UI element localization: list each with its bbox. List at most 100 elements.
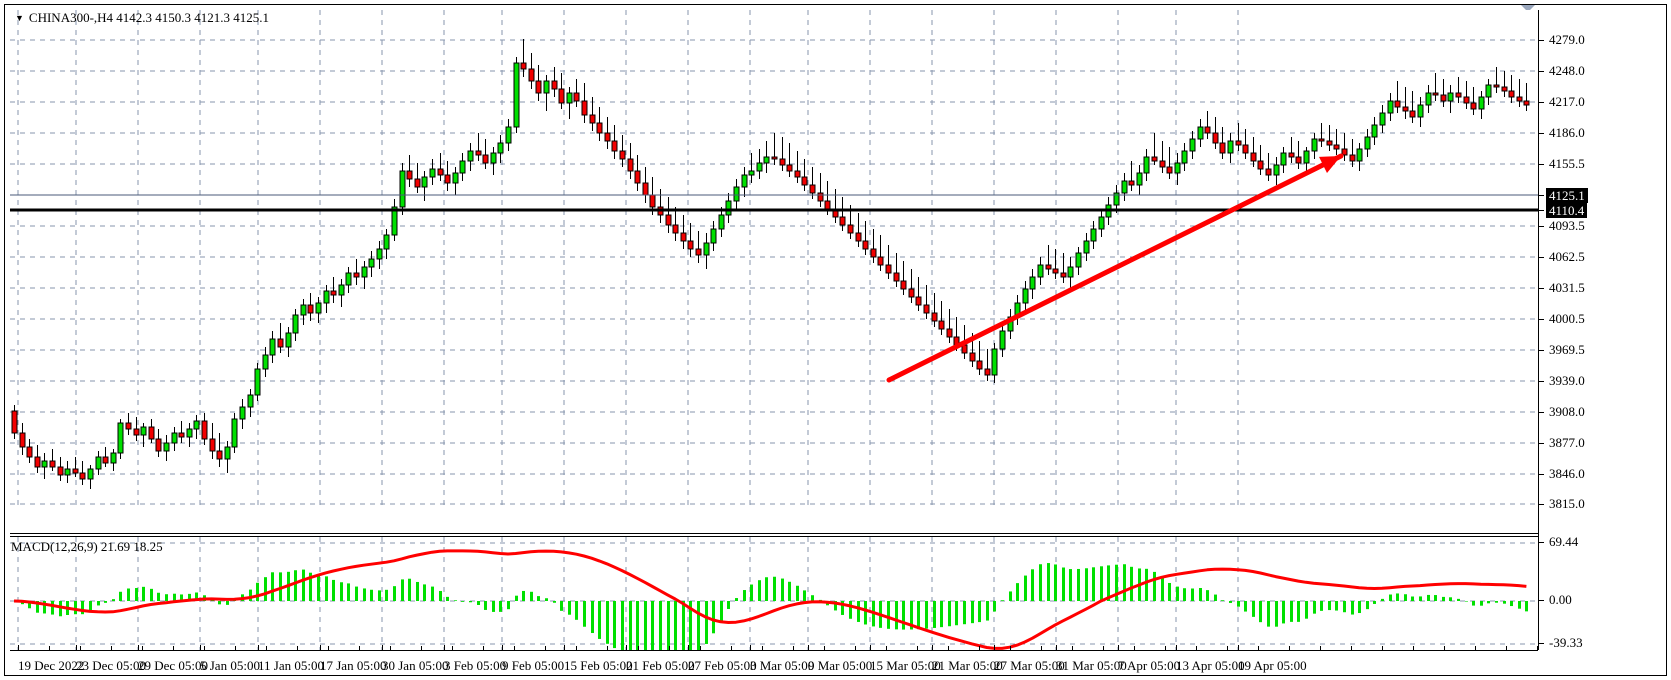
date-axis[interactable]: 19 Dec 2022 23 Dec 05:00 29 Dec 05:00 5 Jan… xyxy=(10,645,1538,679)
date-axis-label: 21 Feb 05:00 xyxy=(626,658,695,673)
date-axis-minor-tick xyxy=(1196,646,1197,651)
price-axis-label: 4217.0 xyxy=(1549,94,1585,109)
date-axis-minor-tick xyxy=(266,646,267,651)
date-axis-label: 9 Feb 05:00 xyxy=(502,658,565,673)
price-axis-tick xyxy=(1539,133,1544,134)
date-axis-minor-tick xyxy=(1041,646,1042,651)
date-axis-tick xyxy=(502,645,503,651)
price-axis-label: 4062.5 xyxy=(1549,249,1585,264)
date-axis-label: 23 Dec 05:00 xyxy=(76,658,147,673)
price-axis-tick xyxy=(1539,381,1544,382)
price-axis-tick xyxy=(1539,474,1544,475)
macd-canvas xyxy=(10,537,1538,651)
date-axis-minor-tick xyxy=(1475,646,1476,651)
date-axis-label: 3 Mar 05:00 xyxy=(750,658,815,673)
macd-axis-label: 0.00 xyxy=(1549,592,1572,607)
date-axis-minor-tick xyxy=(1103,646,1104,651)
date-axis-minor-tick xyxy=(204,646,205,651)
price-axis-label: 4093.5 xyxy=(1549,218,1585,233)
price-axis-label: 4279.0 xyxy=(1549,32,1585,47)
date-axis-label: 31 Mar 05:00 xyxy=(1056,658,1127,673)
date-axis-tick xyxy=(1056,645,1057,651)
chart-frame: ▼ CHINA300-,H4 4142.3 4150.3 4121.3 4125.… xyxy=(4,4,1667,676)
date-axis-tick xyxy=(1176,645,1177,651)
date-axis-tick xyxy=(750,645,751,651)
date-axis-minor-tick xyxy=(142,646,143,651)
date-axis-tick xyxy=(138,645,139,651)
price-axis-label: 4248.0 xyxy=(1549,63,1585,78)
date-axis-tick xyxy=(382,645,383,651)
date-axis-minor-tick xyxy=(731,646,732,651)
date-axis-minor-tick xyxy=(390,646,391,651)
date-axis-tick xyxy=(76,645,77,651)
date-axis-label: 7 Apr 05:00 xyxy=(1118,658,1181,673)
date-axis-minor-tick xyxy=(483,646,484,651)
date-axis-minor-tick xyxy=(979,646,980,651)
price-axis-tick xyxy=(1539,504,1544,505)
date-axis-minor-tick xyxy=(1320,646,1321,651)
date-axis-minor-tick xyxy=(855,646,856,651)
date-axis-minor-tick xyxy=(1258,646,1259,651)
macd-bottom-rule xyxy=(10,650,1538,651)
date-axis-tick xyxy=(626,645,627,651)
date-axis-minor-tick xyxy=(514,646,515,651)
date-axis-tick xyxy=(1238,645,1239,651)
collapse-caret-icon[interactable]: ▼ xyxy=(15,13,24,23)
date-axis-label: 9 Mar 05:00 xyxy=(808,658,873,673)
date-axis-minor-tick xyxy=(545,646,546,651)
date-axis-label: 15 Mar 05:00 xyxy=(870,658,941,673)
date-axis-minor-tick xyxy=(173,646,174,651)
price-axis-tick xyxy=(1539,195,1544,196)
price-axis[interactable]: 4279.0 4248.0 4217.0 4186.0 4155.5 4125.1 4110… xyxy=(1539,10,1669,510)
date-axis-tick xyxy=(870,645,871,651)
date-axis-minor-tick xyxy=(1010,646,1011,651)
date-axis-minor-tick xyxy=(1289,646,1290,651)
date-axis-minor-tick xyxy=(576,646,577,651)
date-axis-minor-tick xyxy=(1506,646,1507,651)
date-axis-minor-tick xyxy=(1413,646,1414,651)
macd-axis[interactable]: 69.44 0.00 -39.33 xyxy=(1539,535,1669,650)
date-axis-minor-tick xyxy=(80,646,81,651)
price-axis-label: 4155.5 xyxy=(1549,156,1585,171)
macd-indicator-pane[interactable] xyxy=(10,536,1538,651)
price-axis-tick xyxy=(1539,71,1544,72)
price-axis-label: 4186.0 xyxy=(1549,125,1585,140)
date-axis-minor-tick xyxy=(1134,646,1135,651)
price-axis-label-highlighted: 4110.4 xyxy=(1546,203,1588,218)
price-axis-label: 3877.0 xyxy=(1549,435,1585,450)
date-axis-minor-tick xyxy=(49,646,50,651)
date-axis-tick xyxy=(320,645,321,651)
date-axis-minor-tick xyxy=(235,646,236,651)
date-axis-tick xyxy=(808,645,809,651)
price-axis-tick xyxy=(1539,102,1544,103)
pane-divider xyxy=(10,533,1538,534)
symbol-ohlc-text: CHINA300-,H4 4142.3 4150.3 4121.3 4125.1 xyxy=(28,10,270,25)
date-axis-minor-tick xyxy=(824,646,825,651)
date-axis-tick xyxy=(1118,645,1119,651)
price-axis-tick xyxy=(1539,226,1544,227)
date-axis-minor-tick xyxy=(1537,646,1538,651)
date-axis-label: 29 Dec 05:00 xyxy=(138,658,209,673)
price-axis-tick xyxy=(1539,319,1544,320)
date-axis-minor-tick xyxy=(1165,646,1166,651)
date-axis-minor-tick xyxy=(421,646,422,651)
date-axis-tick xyxy=(688,645,689,651)
price-axis-label: 4031.5 xyxy=(1549,280,1585,295)
price-axis-tick xyxy=(1539,40,1544,41)
date-axis-tick xyxy=(564,645,565,651)
price-axis-tick xyxy=(1539,443,1544,444)
date-axis-minor-tick xyxy=(1382,646,1383,651)
date-axis-label: 11 Jan 05:00 xyxy=(258,658,324,673)
price-chart-pane[interactable] xyxy=(10,10,1538,505)
date-axis-tick xyxy=(200,645,201,651)
date-axis-minor-tick xyxy=(886,646,887,651)
date-axis-label: 27 Feb 05:00 xyxy=(688,658,757,673)
pane-collapse-marker-icon[interactable] xyxy=(1521,5,1535,12)
price-axis-tick xyxy=(1539,257,1544,258)
macd-axis-tick xyxy=(1539,643,1544,644)
price-axis-tick xyxy=(1539,288,1544,289)
date-axis-tick xyxy=(18,645,19,651)
price-axis-tick xyxy=(1539,164,1544,165)
date-axis-minor-tick xyxy=(948,646,949,651)
